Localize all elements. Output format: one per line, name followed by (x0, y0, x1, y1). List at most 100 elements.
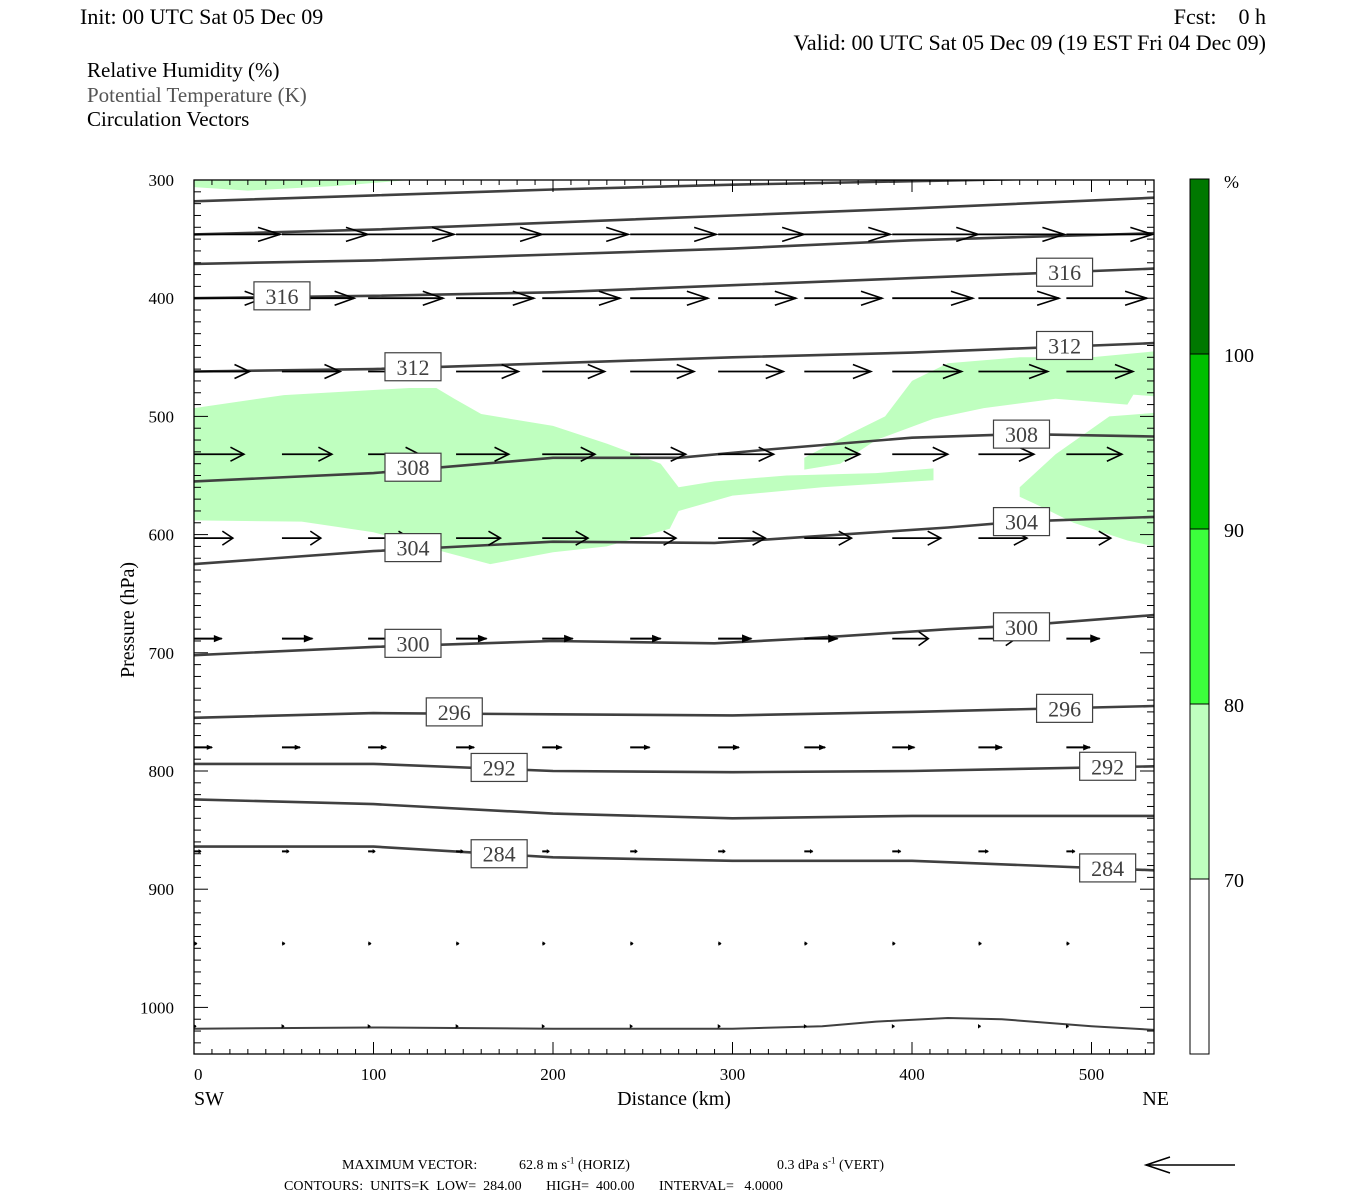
vector-head (512, 290, 537, 306)
vector-head (892, 941, 896, 946)
vector-head (501, 363, 521, 380)
vector-arrow-icon (456, 226, 545, 243)
contour-label-box (384, 628, 442, 658)
contour-label: 292 (1079, 751, 1137, 781)
vector-head (598, 290, 623, 306)
vector-arrow-icon (978, 290, 1062, 306)
vector-head (541, 1024, 545, 1029)
contour-label-box (384, 452, 442, 482)
vector-head (372, 849, 376, 854)
vector-head (781, 226, 807, 243)
vector-head (1114, 363, 1136, 380)
vector-arrow-icon (630, 290, 711, 306)
vector-head (752, 530, 767, 546)
contour-label: 312 (384, 352, 442, 382)
vector-arrow-icon (630, 744, 651, 751)
vector-arrow-icon (1066, 941, 1070, 946)
theta-contour-292 (194, 762, 1154, 774)
vector-head (281, 1024, 285, 1029)
vector-arrow-icon (281, 530, 323, 546)
vector-arrow-icon (804, 446, 862, 462)
vector-head (663, 530, 678, 546)
vector-arrow-icon (892, 446, 950, 462)
vector-arrow-icon (281, 446, 334, 462)
vector-arrow-icon (281, 1024, 285, 1029)
vector-arrow-icon (804, 744, 827, 751)
vector-arrow-icon (367, 1024, 371, 1029)
vector-arrow-icon (891, 1024, 895, 1029)
vector-arrow-icon (542, 849, 550, 854)
colorbar-segment (1189, 703, 1210, 880)
contour-label-box (425, 697, 483, 727)
vector-arrow-icon (630, 530, 678, 546)
vector-head (556, 744, 563, 751)
vector-head (542, 941, 546, 946)
reference-vector-arrow-icon (1143, 1156, 1235, 1174)
vector-arrow-icon (1066, 446, 1124, 462)
contour-label-text: 308 (396, 455, 429, 480)
rh-region-right-lower (1019, 412, 1154, 547)
contour-label-text: 300 (1005, 615, 1038, 640)
colorbar-unit-label: % (1224, 172, 1239, 192)
contour-label: 308 (992, 419, 1051, 449)
vector-head (932, 446, 950, 462)
max-vector-vert-value: 0.3 dPa s (777, 1158, 828, 1173)
x-tick-label: 100 (361, 1065, 387, 1084)
contour-label: 304 (384, 533, 442, 563)
vector-head (234, 363, 252, 380)
contour-label-box (1079, 751, 1137, 781)
x-tick-label: 500 (1079, 1065, 1105, 1084)
vector-arrow-icon (718, 363, 786, 380)
vector-layer (194, 226, 1154, 1029)
vector-head (318, 446, 334, 462)
vector-head (693, 226, 719, 243)
vector-head (634, 849, 638, 854)
vector-head (221, 530, 235, 546)
contour-label-box (992, 612, 1051, 642)
colorbar-level-label: 80 (1224, 695, 1244, 717)
vector-head (564, 634, 574, 643)
vector-head (257, 226, 283, 243)
x-axis-label: Distance (km) (617, 1088, 731, 1110)
vector-head (838, 530, 854, 546)
vector-head (1130, 226, 1154, 243)
vector-head (380, 744, 388, 750)
contours-info: CONTOURS: UNITS=K LOW= 284.00 HIGH= 400.… (284, 1179, 783, 1194)
vector-arrow-icon (718, 446, 776, 462)
theta-contour-316 (194, 267, 1154, 300)
vector-head (294, 744, 302, 750)
vector-arrow-icon (718, 634, 753, 643)
x-tick-label: 300 (720, 1065, 746, 1084)
vector-arrow-icon (630, 634, 662, 643)
vector-arrow-icon (718, 744, 741, 751)
vector-head (758, 446, 776, 462)
contour-label-text: 300 (396, 631, 429, 656)
vector-arrow-icon (630, 849, 638, 854)
vector-arrow-icon (804, 363, 874, 380)
legend-potential-temperature: Potential Temperature (K) (87, 83, 307, 107)
contour-label-box (253, 281, 311, 311)
vector-head (488, 530, 503, 546)
vector-head (367, 1024, 371, 1029)
vector-arrow-icon (542, 363, 607, 380)
init-time: Init: 00 UTC Sat 05 Dec 09 (80, 4, 324, 29)
contour-label: 292 (470, 752, 528, 783)
contour-label-text: 296 (438, 700, 471, 725)
vector-head (468, 744, 476, 750)
colorbar-segment (1189, 878, 1210, 1055)
contour-label-text: 284 (1091, 856, 1124, 881)
vector-arrow-icon (1066, 634, 1101, 643)
vector-head (1018, 446, 1036, 462)
vector-arrow-icon (804, 634, 839, 643)
vector-head (630, 941, 634, 946)
contour-label: 284 (1079, 853, 1137, 883)
vector-arrow-icon (281, 849, 290, 854)
vector-head (213, 635, 223, 643)
contour-label: 296 (425, 697, 483, 727)
contour-label-text: 316 (1048, 260, 1081, 285)
y-axis: 300 400 500 600 700 800 900 1000 (140, 171, 1154, 1044)
vector-arrow-icon (281, 634, 314, 643)
contour-label-box (1035, 693, 1094, 723)
x-end-label-sw: SW (194, 1088, 224, 1110)
contour-label-box (470, 839, 528, 869)
